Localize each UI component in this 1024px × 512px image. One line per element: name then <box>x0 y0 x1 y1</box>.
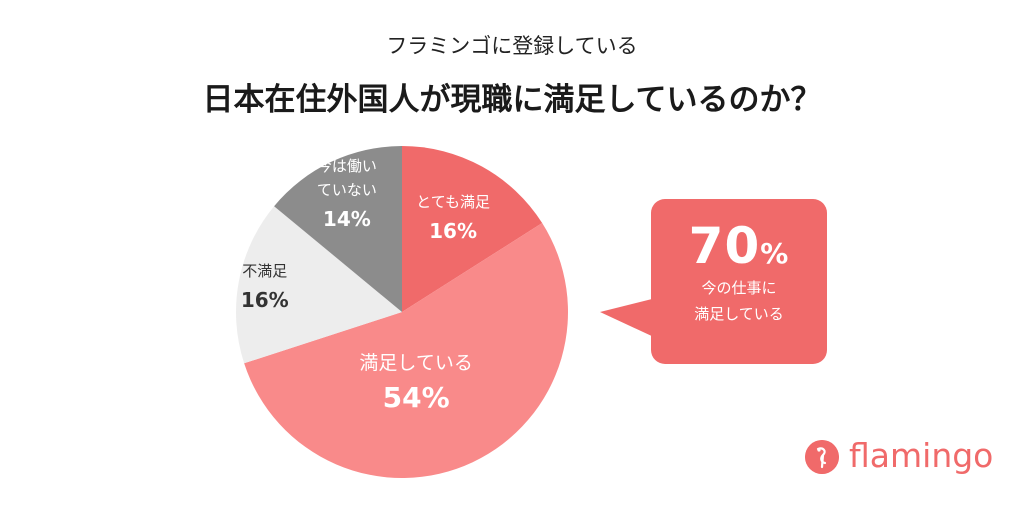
callout-line-2: 満足している <box>694 305 784 323</box>
slice-label-3: 今は働いていない 14% <box>317 154 377 236</box>
slice-value-1: 54% <box>382 381 450 415</box>
slice-label-0: とても満足 16% <box>416 190 490 248</box>
callout-unit: % <box>760 237 790 270</box>
slice-name-0-0: とても満足 <box>416 192 490 211</box>
slice-value-2: 16% <box>240 287 289 312</box>
pie-slice-1 <box>244 223 568 478</box>
slice-name-3-1: ていない <box>316 180 377 199</box>
flamingo-logo: flamingo <box>805 436 995 478</box>
slice-label-2: 不満足 16% <box>241 259 289 317</box>
pie-slice-0 <box>402 146 543 312</box>
slice-name-1-0: 満足している <box>359 352 473 375</box>
slice-name-3-0: 今は働い <box>316 156 377 175</box>
chart-title: 日本在住外国人が現職に満足しているのか？ <box>202 82 822 118</box>
logo-text: flamingo <box>849 436 994 475</box>
callout-line-1: 今の仕事に <box>701 279 777 297</box>
callout-box: 70% 今の仕事に 満足している <box>651 199 827 364</box>
pie-slice-2 <box>235 206 402 364</box>
slice-label-1: 満足している 54% <box>359 349 472 419</box>
slice-value-0: 16% <box>429 218 478 243</box>
slice-name-2-0: 不満足 <box>242 261 288 280</box>
callout-tail <box>600 298 656 338</box>
chart-subtitle: フラミンゴに登録している <box>386 34 638 58</box>
callout-value: 70% <box>688 217 790 275</box>
slice-value-3: 14% <box>322 206 371 231</box>
pie-slice-3 <box>274 146 402 312</box>
flamingo-logo-icon <box>805 440 839 474</box>
